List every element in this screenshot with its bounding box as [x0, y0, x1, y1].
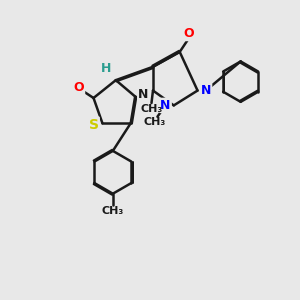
Text: CH₃: CH₃	[102, 206, 124, 216]
Text: O: O	[74, 81, 84, 94]
Text: O: O	[183, 27, 194, 40]
Text: CH₃: CH₃	[143, 117, 166, 127]
Text: H: H	[101, 62, 112, 75]
Text: N: N	[201, 84, 211, 97]
Text: N: N	[160, 99, 171, 112]
Text: N: N	[138, 88, 148, 100]
Text: CH₃: CH₃	[140, 104, 163, 114]
Text: S: S	[88, 118, 98, 132]
